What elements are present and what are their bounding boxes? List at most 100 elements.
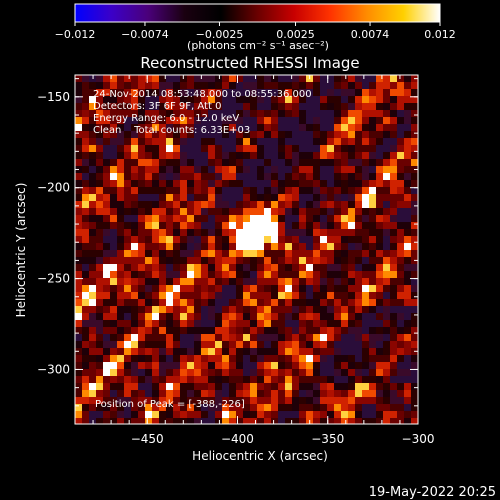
heatmap-cell: [222, 96, 230, 104]
heatmap-cell: [327, 159, 335, 167]
heatmap-cell: [285, 411, 293, 419]
heatmap-cell: [173, 110, 181, 118]
heatmap-cell: [243, 89, 251, 97]
heatmap-cell: [390, 376, 398, 384]
heatmap-cell: [138, 180, 146, 188]
heatmap-cell: [215, 250, 223, 258]
heatmap-cell: [341, 327, 349, 335]
heatmap-cell: [138, 299, 146, 307]
heatmap-cell: [89, 404, 97, 412]
heatmap-cell: [271, 138, 279, 146]
heatmap-cell: [292, 369, 300, 377]
heatmap-cell: [306, 362, 314, 370]
heatmap-cell: [355, 215, 363, 223]
heatmap-cell: [131, 257, 139, 265]
heatmap-cell: [334, 243, 342, 251]
heatmap-cell: [222, 383, 230, 391]
heatmap-cell: [327, 110, 335, 118]
heatmap-cell: [383, 229, 391, 237]
heatmap-cell: [180, 341, 188, 349]
heatmap-cell: [397, 229, 405, 237]
heatmap-cell: [208, 96, 216, 104]
heatmap-cell: [96, 103, 104, 111]
heatmap-cell: [292, 187, 300, 195]
heatmap-cell: [334, 250, 342, 258]
heatmap-cell: [194, 187, 202, 195]
heatmap-cell: [201, 292, 209, 300]
heatmap-cell: [383, 131, 391, 139]
heatmap-cell: [369, 397, 377, 405]
heatmap-cell: [327, 194, 335, 202]
heatmap-cell: [369, 173, 377, 181]
heatmap-cell: [75, 264, 83, 272]
heatmap-cell: [75, 390, 83, 398]
heatmap-cell: [341, 159, 349, 167]
heatmap-cell: [397, 383, 405, 391]
heatmap-cell: [320, 320, 328, 328]
heatmap-cell: [271, 215, 279, 223]
heatmap-cell: [285, 201, 293, 209]
heatmap-cell: [292, 138, 300, 146]
heatmap-cell: [376, 383, 384, 391]
heatmap-cell: [257, 138, 265, 146]
heatmap-cell: [348, 285, 356, 293]
heatmap-cell: [320, 376, 328, 384]
heatmap-cell: [362, 306, 370, 314]
heatmap-cell: [404, 173, 412, 181]
heatmap-cell: [110, 285, 118, 293]
heatmap-cell: [362, 131, 370, 139]
heatmap-cell: [369, 96, 377, 104]
heatmap-cell: [152, 285, 160, 293]
heatmap-cell: [152, 397, 160, 405]
heatmap-cell: [243, 75, 251, 83]
heatmap-cell: [292, 173, 300, 181]
heatmap-cell: [411, 243, 418, 251]
heatmap-cell: [222, 145, 230, 153]
heatmap-cell: [145, 285, 153, 293]
heatmap-cell: [145, 383, 153, 391]
heatmap-cell: [194, 362, 202, 370]
heatmap-cell: [222, 75, 230, 83]
heatmap-cell: [236, 187, 244, 195]
heatmap-cell: [236, 285, 244, 293]
annotation-clean-counts: Clean Total counts: 6.33E+03: [93, 125, 250, 136]
heatmap-cell: [411, 215, 418, 223]
heatmap-cell: [208, 278, 216, 286]
heatmap-cell: [271, 397, 279, 405]
heatmap-cell: [257, 96, 265, 104]
heatmap-cell: [264, 341, 272, 349]
heatmap-cell: [271, 376, 279, 384]
heatmap-cell: [96, 236, 104, 244]
heatmap-cell: [278, 89, 286, 97]
heatmap-cell: [278, 383, 286, 391]
heatmap-cell: [341, 355, 349, 363]
heatmap-cell: [82, 257, 90, 265]
heatmap-cell: [285, 75, 293, 83]
heatmap-cell: [327, 138, 335, 146]
heatmap-cell: [131, 313, 139, 321]
heatmap-cell: [299, 124, 307, 132]
heatmap-cell: [320, 418, 328, 424]
heatmap-cell: [355, 173, 363, 181]
heatmap-cell: [229, 292, 237, 300]
heatmap-cell: [327, 299, 335, 307]
heatmap-cell: [271, 117, 279, 125]
heatmap-cell: [166, 145, 174, 153]
heatmap-cell: [173, 383, 181, 391]
heatmap-cell: [313, 138, 321, 146]
heatmap-cell: [376, 327, 384, 335]
heatmap-cell: [390, 82, 398, 90]
heatmap-cell: [180, 173, 188, 181]
heatmap-cell: [362, 376, 370, 384]
heatmap-cell: [397, 117, 405, 125]
heatmap-cell: [145, 103, 153, 111]
heatmap-cell: [348, 201, 356, 209]
heatmap-cell: [243, 257, 251, 265]
heatmap-cell: [159, 180, 167, 188]
heatmap-cell: [383, 124, 391, 132]
heatmap-cell: [173, 166, 181, 174]
heatmap-cell: [180, 110, 188, 118]
heatmap-cell: [138, 75, 146, 83]
heatmap-cell: [222, 278, 230, 286]
heatmap-cell: [166, 285, 174, 293]
